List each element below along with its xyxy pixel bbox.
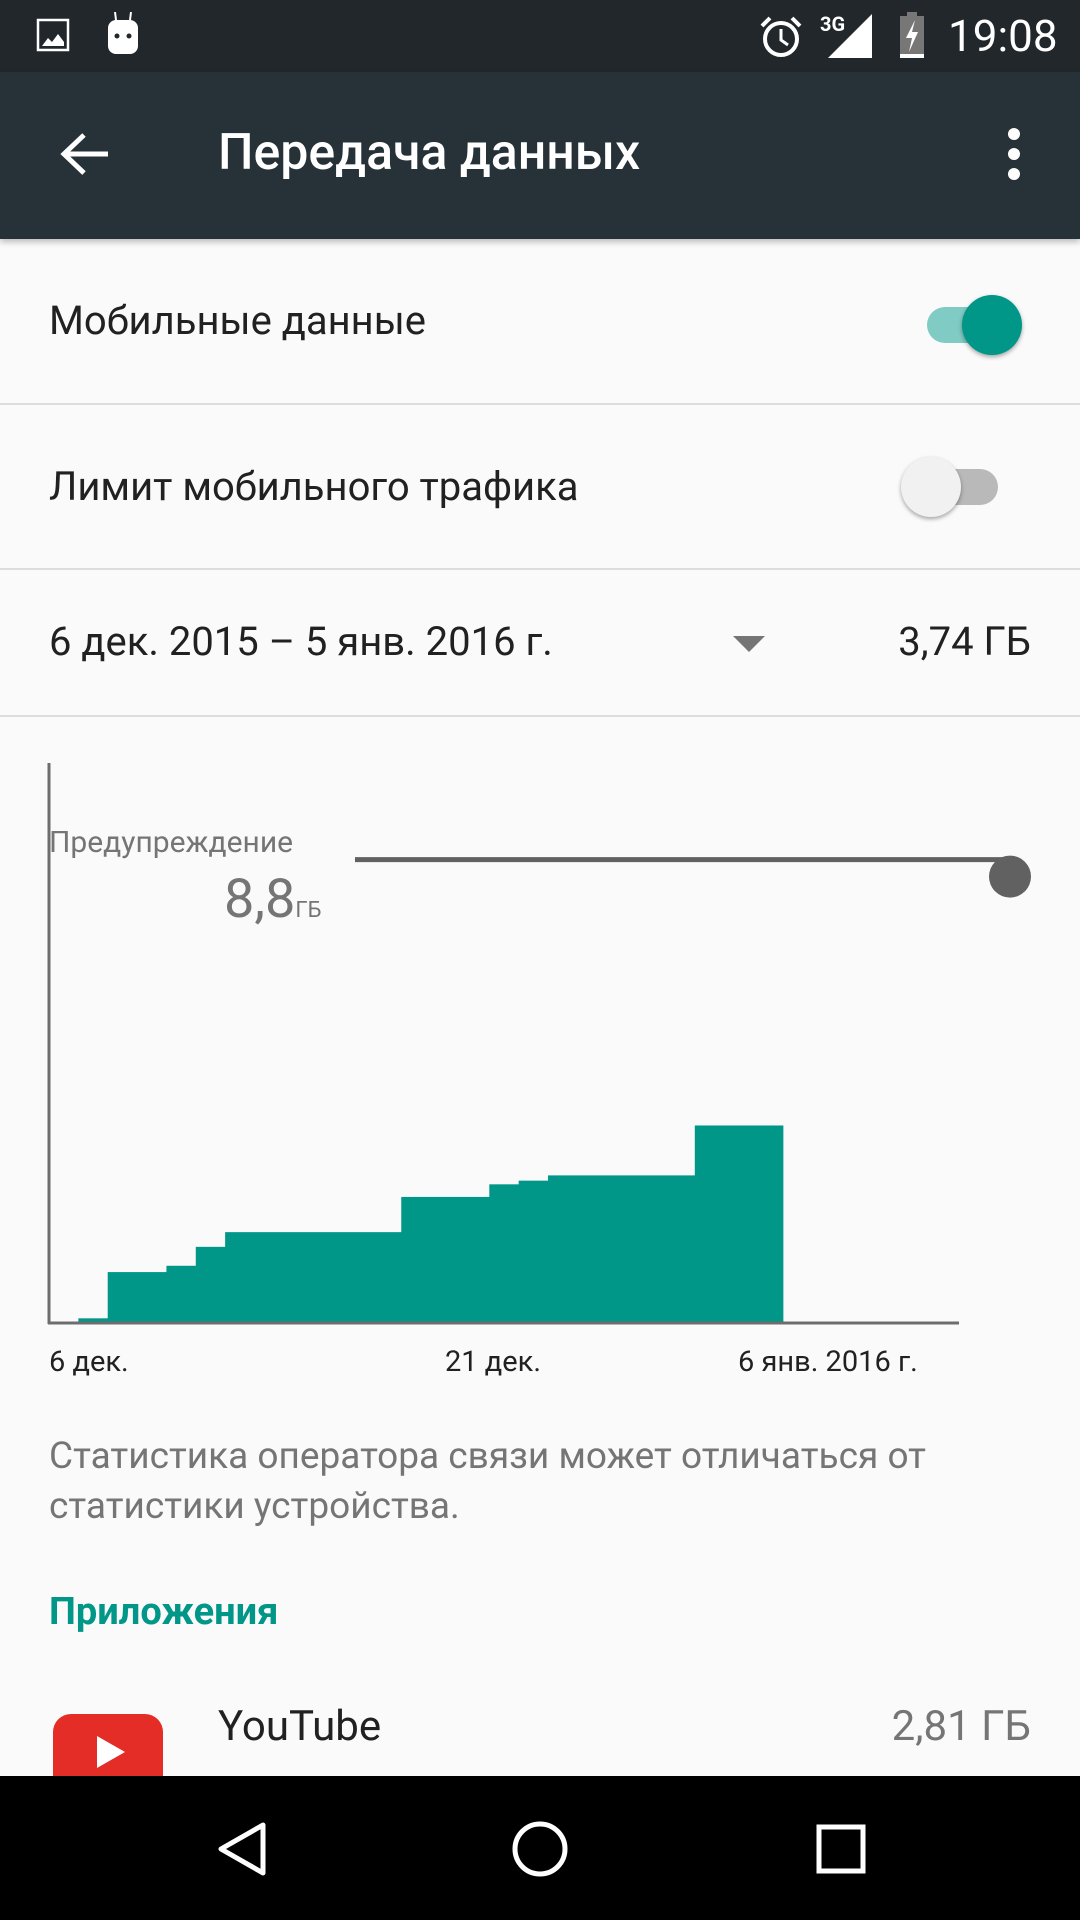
carrier-note: Статистика оператора связи может отличат…: [49, 1435, 926, 1528]
x-tick-label: 6 янв. 2016 г.: [738, 1345, 918, 1379]
usage-step: [195, 1246, 226, 1322]
data-limit-label: Лимит мобильного трафика: [49, 463, 579, 510]
usage-step: [401, 1196, 490, 1322]
usage-step: [694, 1125, 784, 1322]
data-limit-row[interactable]: Лимит мобильного трафика: [0, 405, 1080, 570]
warning-unit: ГБ: [295, 898, 322, 923]
signal-icon: [828, 14, 872, 58]
recents-icon[interactable]: [816, 1824, 866, 1874]
more-vert-icon[interactable]: [996, 124, 1032, 184]
usage-step: [78, 1318, 109, 1322]
usage-step: [518, 1180, 549, 1322]
x-tick-label: 6 дек.: [49, 1345, 129, 1379]
alarm-icon: [760, 16, 802, 57]
mobile-data-label: Мобильные данные: [49, 297, 427, 344]
warning-label: Предупреждение: [49, 825, 294, 860]
app-bar: Передача данных: [0, 72, 1080, 239]
network-type: 3G: [820, 12, 846, 36]
cycle-row[interactable]: 6 дек. 2015 – 5 янв. 2016 г. 3,74 ГБ: [0, 570, 1080, 717]
back-icon[interactable]: [215, 1821, 269, 1877]
cycle-total: 3,74 ГБ: [898, 618, 1031, 665]
youtube-icon: [53, 1714, 163, 1776]
battery-charging-icon: [900, 12, 924, 58]
home-icon[interactable]: [512, 1821, 568, 1877]
android-icon: [108, 12, 138, 54]
clock: 19:08: [948, 10, 1058, 62]
apps-header: Приложения: [49, 1590, 279, 1634]
navigation-bar: [0, 1776, 1080, 1920]
app-usage: 2,81 ГБ: [891, 1702, 1031, 1751]
image-icon: [36, 18, 70, 52]
usage-step: [107, 1272, 167, 1322]
app-row-youtube[interactable]: YouTube 2,81 ГБ: [0, 1660, 1080, 1776]
warning-handle[interactable]: [989, 855, 1031, 898]
usage-step: [548, 1175, 696, 1322]
page-title: Передача данных: [218, 124, 641, 182]
warning-number: 8,8: [224, 868, 296, 931]
status-bar: 3G 19:08: [0, 0, 1080, 72]
mobile-data-row[interactable]: Мобильные данные: [0, 239, 1080, 405]
usage-step: [489, 1184, 520, 1322]
cycle-range[interactable]: 6 дек. 2015 – 5 янв. 2016 г.: [49, 618, 553, 665]
x-tick-label: 21 дек.: [445, 1345, 541, 1379]
dropdown-arrow-icon[interactable]: [733, 636, 765, 654]
data-limit-toggle-knob[interactable]: [901, 457, 961, 517]
warning-value: 8,8ГБ: [224, 868, 321, 931]
app-name: YouTube: [218, 1702, 382, 1751]
mobile-data-toggle-knob[interactable]: [962, 295, 1022, 355]
arrow-back-icon[interactable]: [58, 127, 112, 181]
usage-chart: [47, 763, 1031, 1325]
usage-step: [225, 1232, 402, 1322]
usage-step: [166, 1265, 197, 1322]
